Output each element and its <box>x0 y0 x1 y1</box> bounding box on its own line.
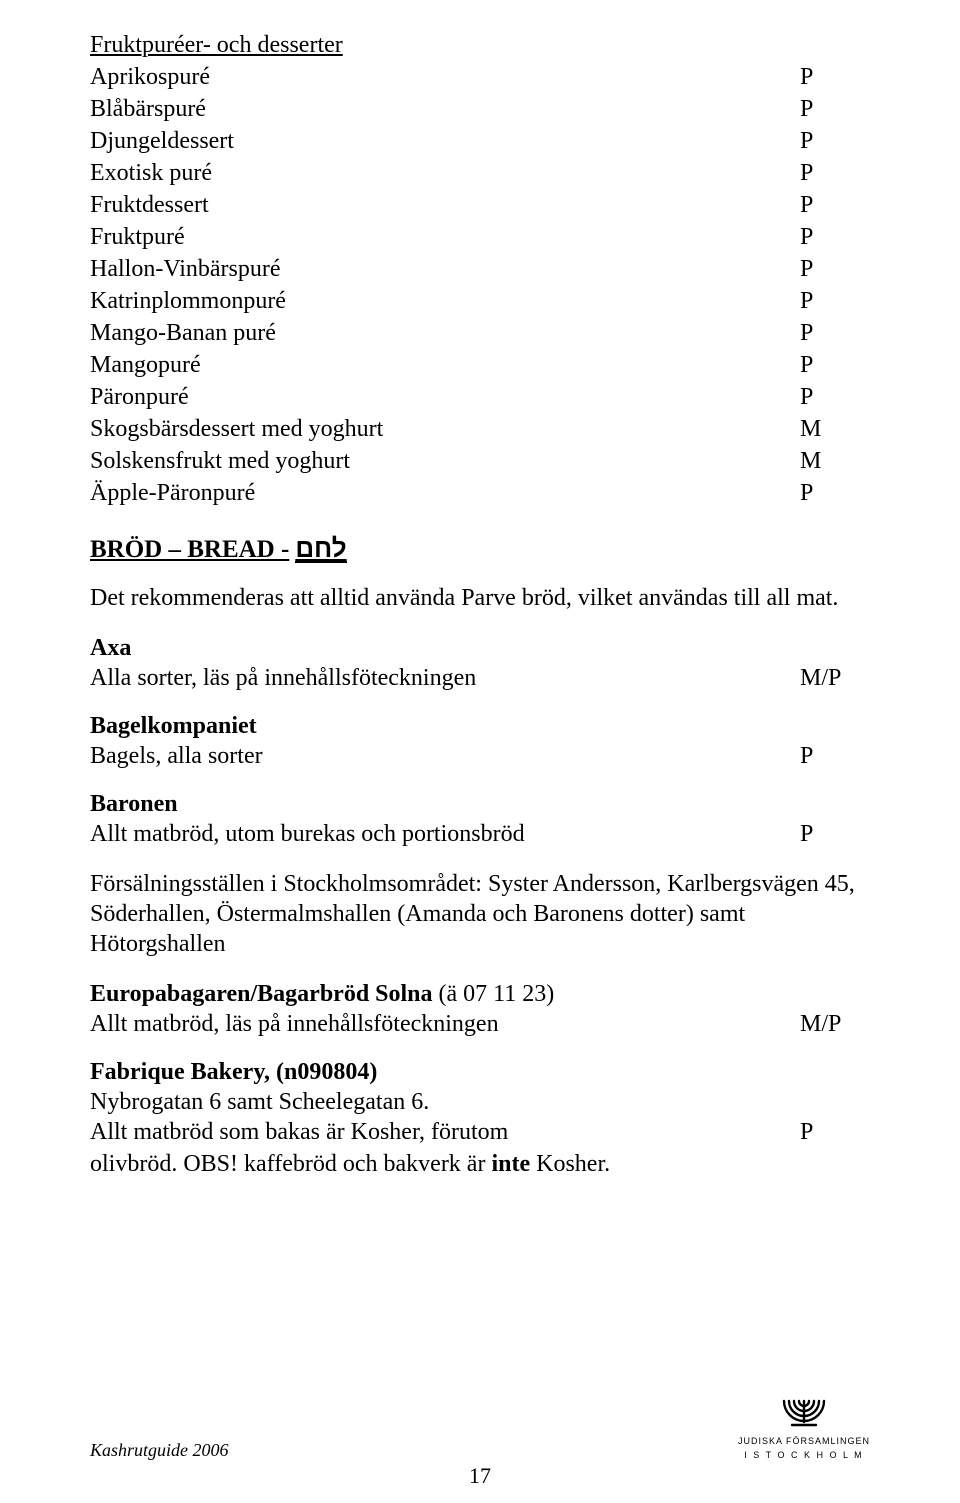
table-row: FruktpuréP <box>90 222 870 252</box>
table-row: Allt matbröd, utom burekas och portionsb… <box>90 819 870 849</box>
footer-guide-title: Kashrutguide 2006 <box>90 1440 229 1461</box>
item-value: P <box>800 62 870 92</box>
item-value: P <box>800 1117 870 1147</box>
item-value: P <box>800 126 870 156</box>
table-row: PäronpuréP <box>90 382 870 412</box>
table-row: Äpple-PäronpuréP <box>90 478 870 508</box>
item-label: Allt matbröd, läs på innehållsföteckning… <box>90 1009 800 1039</box>
table-row: Alla sorter, läs på innehållsföteckninge… <box>90 663 870 693</box>
section-title-puree: Fruktpuréer- och desserter <box>90 30 870 60</box>
brand-axa: Axa <box>90 633 870 663</box>
item-label: Solskensfrukt med yoghurt <box>90 446 800 476</box>
item-label: Fruktpuré <box>90 222 800 252</box>
page-number: 17 <box>0 1463 960 1489</box>
item-label: Allt matbröd, utom burekas och portionsb… <box>90 819 800 849</box>
table-row: Allt matbröd, läs på innehållsföteckning… <box>90 1009 870 1039</box>
item-label: Allt matbröd som bakas är Kosher, föruto… <box>90 1117 800 1147</box>
footer-logo: JUDISKA FÖRSAMLINGEN I S T O C K H O L M <box>738 1398 870 1461</box>
table-row: MangopuréP <box>90 350 870 380</box>
item-label: Hallon-Vinbärspuré <box>90 254 800 284</box>
table-row: KatrinplommonpuréP <box>90 286 870 316</box>
table-row: Skogsbärsdessert med yoghurtM <box>90 414 870 444</box>
item-label: Mango-Banan puré <box>90 318 800 348</box>
item-value: M/P <box>800 663 870 693</box>
item-label: Aprikospuré <box>90 62 800 92</box>
table-row: Solskensfrukt med yoghurtM <box>90 446 870 476</box>
fabrique-address: Nybrogatan 6 samt Scheelegatan 6. <box>90 1087 870 1117</box>
item-label: Bagels, alla sorter <box>90 741 800 771</box>
table-row: Hallon-VinbärspuréP <box>90 254 870 284</box>
table-row: Mango-Banan puréP <box>90 318 870 348</box>
item-value: P <box>800 94 870 124</box>
item-value: P <box>800 190 870 220</box>
item-value: M <box>800 446 870 476</box>
fabrique-note-b: inte <box>491 1151 530 1177</box>
table-row: Exotisk puréP <box>90 158 870 188</box>
item-value: P <box>800 478 870 508</box>
table-row: DjungeldessertP <box>90 126 870 156</box>
item-value: M <box>800 414 870 444</box>
item-label: Exotisk puré <box>90 158 800 188</box>
item-label: Päronpuré <box>90 382 800 412</box>
footer-logo-line1: JUDISKA FÖRSAMLINGEN <box>738 1436 870 1447</box>
bread-intro: Det rekommenderas att alltid använda Par… <box>90 583 870 613</box>
item-label: Alla sorter, läs på innehållsföteckninge… <box>90 663 800 693</box>
fabrique-note-a: olivbröd. OBS! kaffebröd och bakverk är <box>90 1151 491 1177</box>
item-value: P <box>800 318 870 348</box>
menorah-icon <box>775 1398 833 1428</box>
baronen-locations: Försälningsställen i Stockholmsområdet: … <box>90 869 870 959</box>
brand-fabrique: Fabrique Bakery, (n090804) <box>90 1057 870 1087</box>
table-row: Bagels, alla sorter P <box>90 741 870 771</box>
fabrique-note-c: Kosher. <box>530 1151 610 1177</box>
brand-bagelkompaniet: Bagelkompaniet <box>90 711 870 741</box>
table-row: FruktdessertP <box>90 190 870 220</box>
item-label: Katrinplommonpuré <box>90 286 800 316</box>
item-label: Blåbärspuré <box>90 94 800 124</box>
item-label: Skogsbärsdessert med yoghurt <box>90 414 800 444</box>
item-label: Fruktdessert <box>90 190 800 220</box>
bread-heading-text: BRÖD – BREAD - <box>90 534 289 565</box>
item-value: P <box>800 286 870 316</box>
item-label: Djungeldessert <box>90 126 800 156</box>
table-row: AprikospuréP <box>90 62 870 92</box>
item-value: P <box>800 741 870 771</box>
item-value: P <box>800 222 870 252</box>
item-value: M/P <box>800 1009 870 1039</box>
item-value: P <box>800 382 870 412</box>
brand-baronen: Baronen <box>90 789 870 819</box>
item-label: Äpple-Päronpuré <box>90 478 800 508</box>
item-value: P <box>800 819 870 849</box>
footer-logo-line2: I S T O C K H O L M <box>738 1450 870 1461</box>
bread-heading: BRÖD – BREAD - לחם <box>90 534 870 565</box>
item-value: P <box>800 254 870 284</box>
brand-europabagaren-paren: (ä 07 11 23) <box>433 981 555 1007</box>
item-label: Mangopuré <box>90 350 800 380</box>
brand-europabagaren: Europabagaren/Bagarbröd Solna (ä 07 11 2… <box>90 979 870 1009</box>
item-value: P <box>800 158 870 188</box>
item-value: P <box>800 350 870 380</box>
brand-europabagaren-name: Europabagaren/Bagarbröd Solna <box>90 981 433 1007</box>
bread-heading-hebrew: לחם <box>295 535 346 563</box>
table-row: BlåbärspuréP <box>90 94 870 124</box>
table-row: Allt matbröd som bakas är Kosher, föruto… <box>90 1117 870 1147</box>
fabrique-note: olivbröd. OBS! kaffebröd och bakverk är … <box>90 1149 870 1179</box>
